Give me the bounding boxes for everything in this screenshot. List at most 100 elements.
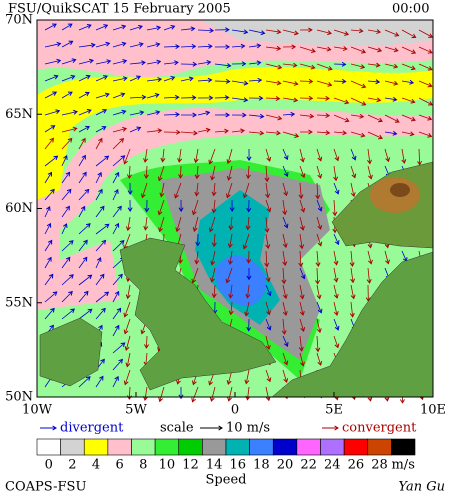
arrow-head	[207, 77, 213, 83]
arrow-head	[194, 174, 200, 180]
arrow-head	[327, 65, 333, 71]
arrow-head	[316, 294, 322, 300]
wind-vector	[401, 148, 405, 164]
wind-vector	[282, 29, 299, 35]
arrow-head	[99, 375, 104, 381]
wind-vector	[350, 284, 355, 299]
arrow-head	[428, 33, 434, 38]
arrow-head	[123, 329, 129, 335]
arrow-head	[393, 47, 399, 53]
wind-vector	[144, 386, 148, 401]
arrow-head	[300, 207, 306, 213]
wind-vector	[418, 114, 432, 120]
wind-vector	[112, 274, 123, 286]
wind-vector	[61, 111, 78, 116]
wind-vector	[333, 233, 339, 245]
arrow-head	[174, 60, 179, 66]
wind-vector	[282, 113, 295, 116]
arrow-head	[83, 290, 89, 296]
arrow-head	[105, 41, 111, 47]
wind-vector	[112, 128, 127, 133]
arrow-head	[175, 227, 181, 233]
wind-vector	[112, 206, 122, 218]
arrow-head	[344, 117, 350, 123]
colorbar-cell	[272, 438, 298, 456]
colorbar-label: Speed	[206, 473, 247, 488]
arrow-head	[334, 156, 340, 162]
wind-vector	[146, 43, 160, 48]
arrow-head	[68, 40, 74, 46]
colorbar-cell	[367, 438, 392, 456]
arrow-head	[115, 324, 120, 330]
arrow-head	[409, 79, 415, 85]
wind-vector	[144, 148, 148, 163]
arrow-head	[385, 259, 390, 265]
wind-vector	[112, 189, 119, 201]
arrow-head	[399, 399, 405, 404]
arrow-head	[283, 360, 289, 366]
wind-vector	[282, 233, 287, 248]
wind-vector	[247, 216, 250, 230]
land-britain	[119, 237, 277, 391]
arrow-head	[242, 244, 248, 250]
arrow-head	[205, 110, 211, 116]
wind-vector	[95, 274, 105, 286]
wind-vector	[174, 182, 182, 198]
land	[39, 161, 434, 398]
wind-vector	[61, 172, 70, 184]
arrow-head	[293, 30, 299, 36]
wind-vector	[248, 45, 261, 48]
arrow-head	[283, 155, 289, 161]
arrow-head	[89, 58, 94, 64]
arrow-head	[66, 188, 72, 194]
arrow-head	[375, 62, 381, 68]
wind-vector	[265, 131, 280, 134]
colorbar-tick: 28	[371, 458, 388, 473]
arrow-head	[315, 194, 321, 200]
arrow-head	[195, 241, 201, 247]
footer-left: COAPS-FSU	[5, 480, 86, 495]
wind-vector	[282, 97, 298, 101]
wind-vector	[265, 335, 270, 350]
arrow-head	[194, 259, 200, 265]
colorbar-tick: 14	[206, 458, 223, 473]
wind-vector	[299, 352, 304, 366]
wind-vector	[112, 308, 121, 320]
wind-vector	[44, 223, 51, 235]
arrow-head	[98, 324, 103, 330]
wind-vector	[226, 267, 233, 283]
arrow-head	[259, 113, 265, 119]
arrow-head	[72, 126, 78, 132]
arrow-head	[100, 358, 105, 364]
arrow-head	[310, 64, 316, 70]
arrow-head	[266, 377, 272, 383]
arrow-head	[367, 159, 372, 165]
wind-vector	[245, 369, 250, 384]
wind-vector	[112, 93, 125, 99]
arrow-head	[56, 58, 62, 64]
arrow-head	[298, 346, 304, 352]
wind-vector	[333, 284, 338, 299]
arrow-head	[317, 206, 323, 212]
colorbar-tick: 10	[159, 458, 176, 473]
wind-vector	[112, 325, 120, 337]
wind-vector	[299, 301, 304, 316]
wind-vector	[78, 75, 91, 82]
arrow-head	[325, 130, 331, 136]
wind-vector	[112, 359, 123, 371]
wind-vector	[78, 44, 95, 48]
wind-vector	[112, 291, 119, 303]
arrow-head	[85, 125, 91, 131]
wind-vector	[78, 257, 88, 269]
arrow-head	[410, 116, 416, 122]
arrow-head	[333, 260, 339, 266]
arrow-head	[208, 227, 214, 233]
arrow-head	[70, 74, 76, 80]
arrow-head	[359, 113, 365, 119]
wind-vector	[197, 29, 214, 32]
arrow-head	[377, 47, 383, 53]
arrow-head	[176, 379, 181, 385]
arrow-head	[244, 311, 250, 317]
wind-vector	[112, 138, 124, 150]
terrain-peak	[390, 183, 410, 197]
